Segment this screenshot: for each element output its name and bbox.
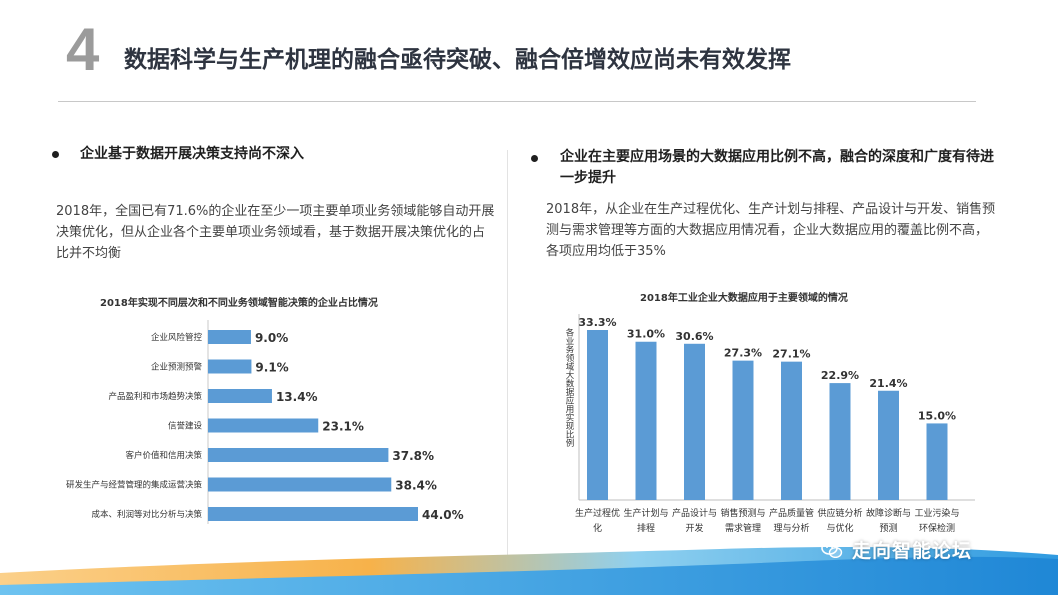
bar <box>208 389 272 403</box>
left-chart-title: 2018年实现不同层次和不同业务领域智能决策的企业占比情况 <box>100 298 378 309</box>
data-label: 23.1% <box>322 420 364 434</box>
data-label: 21.4% <box>869 377 907 390</box>
category-label: 产品质量管 <box>769 507 814 519</box>
bar <box>208 477 392 492</box>
category-label: 故障诊断与 <box>866 507 911 519</box>
data-label: 37.8% <box>392 449 434 463</box>
bar <box>781 361 802 500</box>
category-label: 化 <box>593 522 602 534</box>
category-label: 企业风险管控 <box>151 332 203 343</box>
category-label: 成本、利润等对比分析与决策 <box>91 509 202 520</box>
bullet-dot <box>52 151 59 158</box>
title-divider <box>58 101 976 102</box>
right-chart-title: 2018年工业企业大数据应用于主要领域的情况 <box>640 293 848 304</box>
category-label: 工业污染与 <box>914 507 959 519</box>
category-label: 与优化 <box>826 522 853 534</box>
left-heading: 企业基于数据开展决策支持尚不深入 <box>80 146 304 162</box>
data-label: 44.0% <box>422 508 464 522</box>
wechat-icon <box>821 540 843 558</box>
data-label: 33.3% <box>578 316 616 329</box>
category-label: 开发 <box>685 522 703 534</box>
data-label: 27.3% <box>724 347 762 360</box>
bullet-dot <box>531 155 538 162</box>
bar <box>878 390 899 500</box>
horizontal-bar-chart: 企业风险管控 9.0% 企业预测预警 9.1% 产品盈利和市场趋势决策 13.4% 信誉建设… <box>66 320 464 524</box>
bar <box>208 418 319 433</box>
data-label: 15.0% <box>918 409 956 422</box>
category-label: 生产过程优 <box>575 507 620 519</box>
data-label: 22.9% <box>821 369 859 382</box>
column-divider <box>507 150 508 560</box>
slide-number: 4 <box>66 16 100 83</box>
vertical-bar-chart: 各业务领域大数据应用实现比例 33.3% 生产过程优化 31.0% 生产计划与排程 30.… <box>564 314 975 534</box>
category-label: 理与分析 <box>773 522 809 534</box>
brand-name: 走向智能论坛 <box>852 540 973 562</box>
bar <box>926 423 948 500</box>
bar <box>208 330 251 344</box>
brand-watermark: 走向智能论坛 <box>820 536 972 563</box>
data-label: 9.0% <box>255 331 288 345</box>
bar <box>829 383 851 500</box>
category-label: 排程 <box>637 522 655 534</box>
data-label: 13.4% <box>276 390 318 404</box>
y-axis-label: 各业务领域大数据应用实现比例 <box>564 327 574 448</box>
data-label: 31.0% <box>627 328 665 341</box>
left-paragraph: 2018年，全国已有71.6%的企业在至少一项主要单项业务领域能够自动开展决策优… <box>56 204 495 261</box>
bar <box>635 341 657 500</box>
category-label: 客户价值和信用决策 <box>125 450 202 461</box>
bar <box>208 507 418 521</box>
data-label: 30.6% <box>675 330 713 343</box>
slide-title: 数据科学与生产机理的融合亟待突破、融合倍增效应尚未有效发挥 <box>124 47 791 73</box>
bar <box>208 359 252 374</box>
right-paragraph: 2018年，从企业在生产过程优化、生产计划与排程、产品设计与开发、销售预测与需求… <box>546 202 996 259</box>
footer-wave <box>0 547 1058 595</box>
data-label: 27.1% <box>772 348 810 361</box>
category-label: 产品设计与 <box>672 507 717 519</box>
bar <box>684 343 705 500</box>
category-label: 研发生产与经营管理的集成运营决策 <box>66 480 203 491</box>
category-label: 产品盈利和市场趋势决策 <box>108 391 202 402</box>
category-label: 供应链分析 <box>817 507 862 519</box>
category-label: 生产计划与 <box>623 507 668 519</box>
category-label: 需求管理 <box>725 522 761 534</box>
data-label: 9.1% <box>255 361 288 375</box>
data-label: 38.4% <box>395 479 437 493</box>
bar <box>208 448 389 462</box>
category-label: 预测 <box>879 523 897 534</box>
right-heading: 企业在主要应用场景的大数据应用比例不高，融合的深度和广度有待进一步提升 <box>560 149 994 186</box>
category-label: 信誉建设 <box>168 421 203 432</box>
bar <box>587 330 608 500</box>
bar <box>732 360 754 500</box>
category-label: 环保检测 <box>919 522 955 534</box>
category-label: 企业预测预警 <box>151 362 203 373</box>
category-label: 销售预测与 <box>720 507 765 519</box>
